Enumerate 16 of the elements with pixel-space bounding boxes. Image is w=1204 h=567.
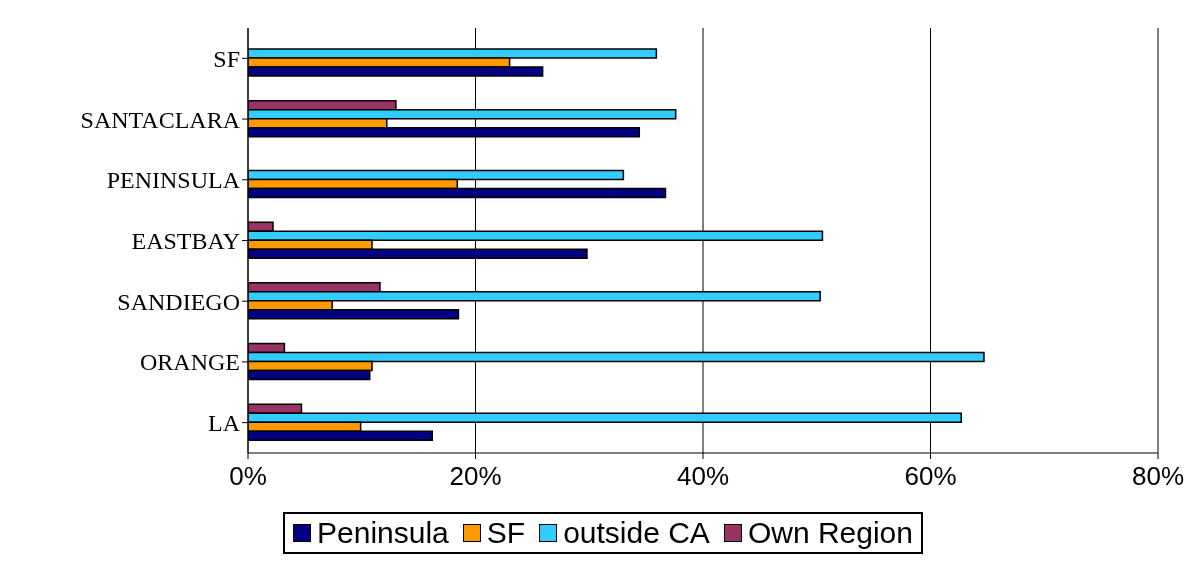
- legend-label: outside CA: [563, 516, 710, 550]
- y-tick-label: PENINSULA: [106, 167, 241, 194]
- legend-label: Own Region: [747, 516, 913, 550]
- x-tick-label: 60%: [904, 461, 957, 492]
- legend-label: Peninsula: [317, 516, 449, 550]
- y-tick-label: SANTACLARA: [80, 106, 241, 133]
- y-tick-label: ORANGE: [140, 349, 240, 376]
- y-tick-label: SF: [213, 45, 240, 72]
- y-tick-label: LA: [208, 410, 241, 437]
- x-tick-label: 80%: [1131, 461, 1185, 492]
- x-tick-label: 20%: [449, 461, 502, 492]
- y-tick-label: EASTBAY: [131, 228, 240, 255]
- y-tick-label: SANDIEGO: [117, 288, 240, 315]
- x-tick-label: 0%: [229, 461, 267, 492]
- legend-label: SF: [486, 516, 526, 550]
- x-tick-label: 40%: [676, 461, 730, 492]
